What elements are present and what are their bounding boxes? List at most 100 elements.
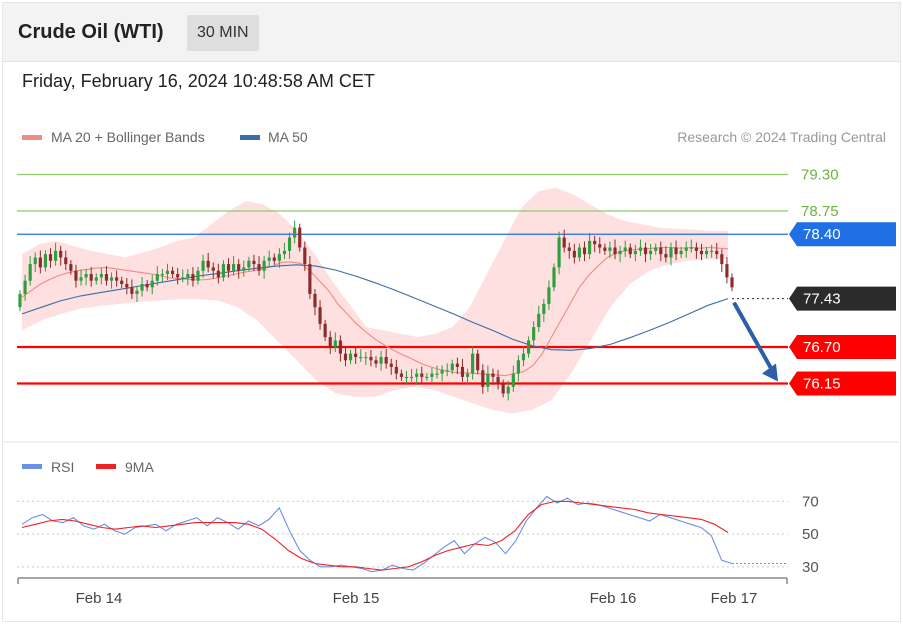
legend-swatch-ma50 bbox=[240, 135, 260, 140]
candle bbox=[567, 242, 571, 259]
candle-body bbox=[516, 360, 520, 374]
candle bbox=[262, 255, 266, 279]
candle bbox=[104, 266, 109, 286]
candle-body bbox=[43, 254, 48, 268]
candle-body bbox=[186, 274, 190, 278]
price-labels-layer: 79.30 78.75 78.40 77.43 76.70 76.15 bbox=[732, 167, 896, 396]
candle bbox=[354, 347, 358, 364]
candle-body bbox=[476, 353, 480, 371]
candle bbox=[379, 351, 383, 371]
candle bbox=[445, 363, 449, 377]
candle-body bbox=[38, 257, 42, 268]
candle-body bbox=[532, 327, 536, 341]
candle-body bbox=[216, 270, 220, 278]
candle bbox=[577, 243, 582, 262]
candle bbox=[689, 239, 693, 253]
candle-body bbox=[328, 337, 332, 348]
candle bbox=[603, 243, 607, 255]
candle bbox=[410, 368, 414, 382]
x-tick-label: Feb 16 bbox=[590, 590, 637, 607]
rsi-line bbox=[21, 495, 733, 573]
candle-body bbox=[598, 244, 602, 248]
candle-body bbox=[506, 386, 510, 394]
candle-body bbox=[379, 356, 383, 364]
candle-body bbox=[435, 373, 439, 375]
legend-swatch-9ma bbox=[96, 464, 116, 469]
candle-body bbox=[582, 247, 587, 255]
candle bbox=[282, 242, 287, 260]
candle-body bbox=[410, 376, 414, 379]
candle bbox=[384, 349, 388, 369]
candle-body bbox=[74, 270, 78, 281]
candle-body bbox=[176, 274, 180, 278]
candle-body bbox=[135, 290, 139, 294]
candle bbox=[79, 269, 83, 286]
candle-body bbox=[262, 260, 266, 271]
candle-body bbox=[359, 356, 363, 359]
candle bbox=[654, 243, 658, 255]
candle bbox=[582, 241, 587, 262]
candle-body bbox=[150, 280, 154, 288]
candle-body bbox=[354, 353, 358, 357]
chart-widget: Crude Oil (WTI) 30 MIN Friday, February … bbox=[2, 2, 901, 622]
candle bbox=[69, 260, 73, 275]
level-label-1: 78.75 bbox=[801, 203, 839, 220]
candle-body bbox=[420, 373, 424, 377]
candle bbox=[160, 269, 164, 283]
candle bbox=[557, 231, 561, 275]
candle bbox=[506, 380, 510, 401]
candle-body bbox=[465, 373, 470, 377]
instrument-title: Crude Oil (WTI) bbox=[18, 21, 164, 43]
candle-body bbox=[526, 340, 531, 354]
candle bbox=[526, 336, 531, 358]
candle-body bbox=[267, 257, 271, 261]
candle-body bbox=[201, 260, 205, 271]
candle-body bbox=[247, 260, 251, 268]
timeframe-badge[interactable]: 30 MIN bbox=[187, 15, 259, 51]
candle-body bbox=[257, 264, 261, 271]
candle bbox=[74, 264, 78, 288]
candle bbox=[277, 248, 281, 268]
timestamp: Friday, February 16, 2024 10:48:58 AM CE… bbox=[22, 71, 375, 91]
candle bbox=[211, 262, 215, 279]
candle-body bbox=[572, 250, 576, 258]
candle-body bbox=[491, 373, 495, 377]
candle bbox=[542, 298, 546, 322]
level-label-2: 78.40 bbox=[803, 226, 841, 243]
forecast-arrow-head bbox=[762, 363, 778, 382]
candle bbox=[38, 250, 42, 274]
candle bbox=[348, 349, 353, 365]
candle bbox=[430, 367, 434, 384]
candle-body bbox=[649, 250, 653, 255]
bollinger-bands-layer bbox=[22, 187, 728, 414]
candle bbox=[333, 332, 337, 352]
candle bbox=[191, 267, 195, 287]
candle bbox=[59, 245, 63, 266]
candle bbox=[308, 256, 312, 299]
candle bbox=[547, 280, 551, 310]
candle-body bbox=[715, 250, 719, 255]
candle-body bbox=[343, 353, 348, 361]
level-label-5: 76.15 bbox=[803, 376, 841, 393]
candle bbox=[588, 232, 592, 260]
candle bbox=[374, 356, 378, 368]
candle bbox=[633, 244, 637, 262]
candle-body bbox=[689, 247, 693, 249]
candle bbox=[608, 241, 612, 258]
rsi-tick-label: 30 bbox=[802, 559, 819, 576]
candle-body bbox=[430, 373, 434, 377]
candle-body bbox=[730, 277, 734, 288]
candle-body bbox=[170, 270, 175, 275]
candle-body bbox=[628, 247, 632, 255]
candle bbox=[287, 232, 292, 259]
candle-body bbox=[33, 257, 37, 265]
forecast-arrow bbox=[732, 301, 778, 382]
x-axis: Feb 14 Feb 15 Feb 16 Feb 17 bbox=[17, 577, 788, 607]
candle-body bbox=[725, 264, 729, 278]
candle-body bbox=[48, 254, 53, 261]
candle-body bbox=[323, 323, 327, 338]
candle-body bbox=[191, 274, 195, 281]
candle bbox=[130, 279, 134, 299]
candle bbox=[598, 237, 602, 254]
